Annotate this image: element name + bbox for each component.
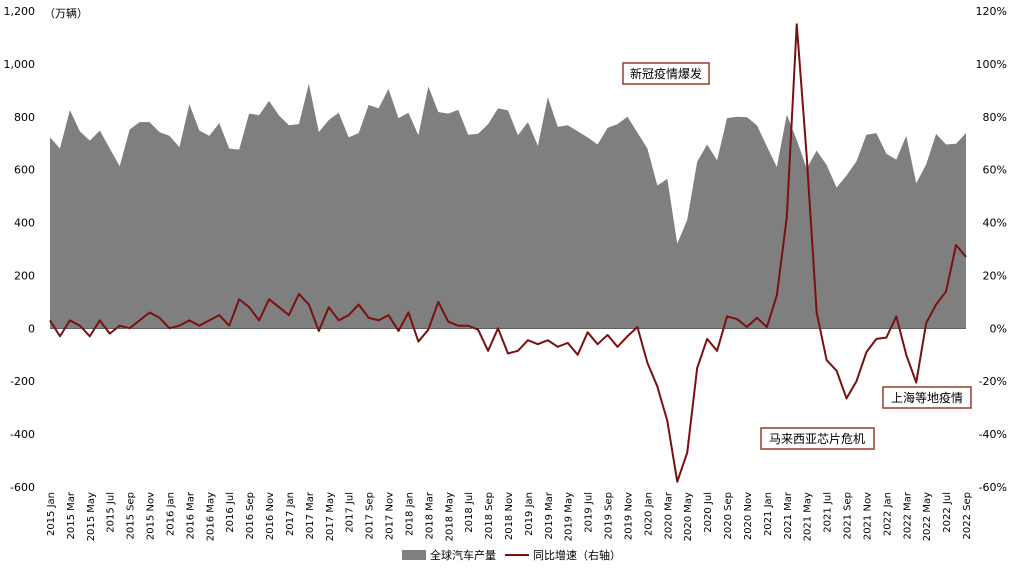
legend-label-production: 全球汽车产量: [430, 548, 496, 562]
x-axis-tick-label: 2016 Sep: [245, 492, 256, 539]
x-axis-tick-label: 2015 Sep: [126, 492, 137, 539]
x-axis-tick-label: 2018 Jan: [404, 492, 415, 536]
annotation-malaysia-chip-crisis: 马来西亚芯片危机: [760, 427, 875, 450]
x-axis-tick-label: 2016 May: [205, 492, 216, 541]
legend: 全球汽车产量 同比增速（右轴）: [402, 548, 621, 562]
annotation-text: 马来西亚芯片危机: [769, 432, 865, 446]
right-axis-tick-label: 20%: [983, 269, 1007, 282]
line-series-layer: [49, 23, 967, 483]
left-axis-tick-label: 1,000: [4, 58, 36, 71]
x-axis-tick-label: 2019 Sep: [604, 492, 615, 539]
x-axis-tick-label: 2015 Jan: [46, 492, 57, 536]
x-axis-tick-label: 2017 Nov: [385, 492, 396, 540]
annotation-text: 上海等地疫情: [891, 390, 963, 405]
x-axis-tick-label: 2018 Mar: [424, 491, 435, 539]
area-series-layer: [50, 83, 966, 329]
x-axis-tick-label: 2020 Mar: [663, 491, 674, 539]
x-axis-tick-label: 2017 Mar: [305, 491, 316, 539]
annotation-box: [882, 386, 972, 409]
left-axis-tick-label: 800: [14, 111, 35, 124]
right-axis-tick-label: 40%: [983, 217, 1007, 230]
x-axis-tick-label: 2021 Jul: [823, 492, 834, 533]
right-axis-tick-label: 60%: [983, 164, 1007, 177]
x-axis-tick-label: 2022 Mar: [902, 491, 913, 539]
x-axis-tick-label: 2021 Sep: [843, 492, 854, 539]
x-axis-tick-label: 2017 Sep: [365, 492, 376, 539]
annotation-box: [760, 427, 875, 450]
annotation-box: [622, 62, 710, 85]
x-axis-tick-label: 2015 Jul: [106, 492, 117, 533]
left-axis-tick-label: -200: [10, 375, 35, 388]
right-axis-tick-label: 0%: [990, 322, 1007, 335]
annotation-shanghai-covid: 上海等地疫情: [882, 386, 972, 409]
x-axis-tick-label: 2017 May: [325, 492, 336, 541]
x-axis-tick-label: 2020 Sep: [723, 492, 734, 539]
x-axis-tick-label: 2020 Jan: [643, 492, 654, 536]
x-axis-tick-label: 2017 Jul: [345, 492, 356, 533]
x-axis-tick-label: 2022 Jan: [882, 492, 893, 536]
series-line-growth: [49, 23, 967, 483]
x-axis-tick-label: 2022 Jul: [942, 492, 953, 533]
right-axis-tick-label: 120%: [976, 5, 1007, 18]
left-axis-tick-label: 600: [14, 164, 35, 177]
left-axis-tick-label: -400: [10, 428, 35, 441]
legend-swatch-production: [402, 550, 426, 560]
right-axis-tick-label: -60%: [979, 481, 1007, 494]
left-axis-unit-label: （万辆）: [44, 6, 88, 20]
x-axis-tick-label: 2018 Jul: [464, 492, 475, 533]
x-axis-tick-label: 2018 May: [444, 492, 455, 541]
x-axis-tick-label: 2019 Jul: [584, 492, 595, 533]
left-axis-tick-label: 200: [14, 269, 35, 282]
right-axis-tick-label: -20%: [979, 375, 1007, 388]
series-area-production: [50, 83, 966, 329]
x-axis-tick-label: 2019 Jan: [524, 492, 535, 536]
annotation-text: 新冠疫情爆发: [630, 66, 702, 81]
right-axis: -60% -40% -20% 0% 20% 40% 60% 80% 100% 120%: [976, 5, 1007, 494]
x-axis-tick-label: 2020 Nov: [743, 492, 754, 540]
x-axis-tick-label: 2015 May: [86, 492, 97, 541]
x-axis-tick-label: 2021 Mar: [783, 491, 794, 539]
left-axis-tick-label: 400: [14, 217, 35, 230]
right-axis-tick-label: 100%: [976, 58, 1007, 71]
right-axis-tick-label: -40%: [979, 428, 1007, 441]
x-axis-tick-label: 2017 Jan: [285, 492, 296, 536]
right-axis-tick-label: 80%: [983, 111, 1007, 124]
x-axis-tick-label: 2019 Mar: [544, 491, 555, 539]
left-axis-tick-label: -600: [10, 481, 35, 494]
x-axis-tick-label: 2018 Sep: [484, 492, 495, 539]
left-axis: -600 -400 -200 0 200 400 600 800 1,000 1,200: [4, 5, 36, 494]
x-axis-tick-label: 2019 May: [564, 492, 575, 541]
x-axis-tick-label: 2015 Mar: [66, 491, 77, 539]
x-axis-tick-label: 2021 May: [803, 492, 814, 541]
x-axis-tick-label: 2021 Nov: [862, 492, 873, 540]
x-axis-tick-label: 2018 Nov: [504, 492, 515, 540]
legend-label-growth: 同比增速（右轴）: [533, 548, 621, 562]
left-axis-tick-label: 1,200: [4, 5, 36, 18]
x-axis-tick-label: 2020 Jul: [703, 492, 714, 533]
x-axis-tick-label: 2016 Jul: [225, 492, 236, 533]
x-axis-tick-label: 2016 Mar: [185, 491, 196, 539]
annotation-covid: 新冠疫情爆发: [622, 62, 710, 85]
x-axis-tick-label: 2021 Jan: [763, 492, 774, 536]
x-axis-tick-label: 2022 Sep: [962, 492, 973, 539]
x-axis: 2015 Jan 2015 Mar 2015 May 2015 Jul 2015 Sep…: [46, 491, 973, 541]
left-axis-tick-label: 0: [28, 322, 35, 335]
x-axis-tick-label: 2019 Nov: [623, 492, 634, 540]
x-axis-tick-label: 2022 May: [922, 492, 933, 541]
x-axis-tick-label: 2015 Nov: [146, 492, 157, 540]
x-axis-tick-label: 2016 Jan: [165, 492, 176, 536]
x-axis-tick-label: 2020 May: [683, 492, 694, 541]
x-axis-tick-label: 2016 Nov: [265, 492, 276, 540]
